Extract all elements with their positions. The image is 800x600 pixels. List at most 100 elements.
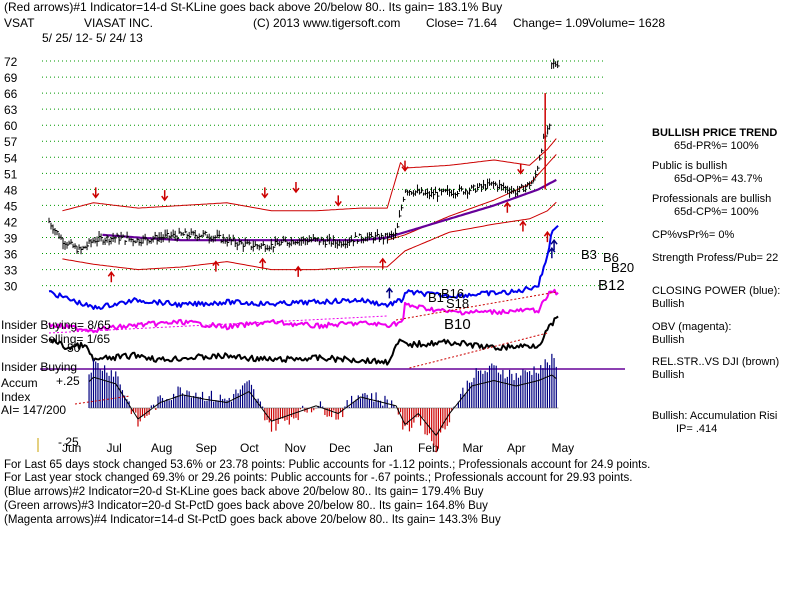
pr-value: 65d-PR%= 100%	[674, 140, 759, 152]
trend-title: BULLISH PRICE TREND	[652, 127, 778, 139]
lower-band-line	[62, 201, 557, 271]
accum-ma-line	[88, 374, 557, 436]
signal-label: B16	[441, 286, 464, 301]
date-range: 5/ 25/ 12- 5/ 24/ 13	[42, 31, 143, 45]
upper-band-line	[62, 138, 557, 212]
ai-zero-label: 50	[67, 341, 81, 355]
y-tick-label: 60	[4, 119, 18, 133]
sell-arrow	[292, 182, 300, 194]
side-cpvspr: CP%vsPr%= 0%	[652, 229, 800, 242]
buy-arrow-blue	[385, 287, 394, 299]
rel-value: Bullish	[652, 369, 685, 381]
buy-arrow-blue	[548, 246, 556, 259]
buy-arrow	[503, 201, 511, 213]
sell-arrow	[401, 160, 409, 172]
footer-line4: (Green arrows)#3 Indicator=20-d St-PctD …	[4, 500, 488, 512]
strength-value: Strength Profess/Pub= 22	[652, 252, 779, 264]
footer-line3: (Blue arrows)#2 Indicator=20-d St-KLine …	[4, 486, 484, 498]
signal-label: B20	[611, 260, 634, 275]
rs-trend	[409, 332, 548, 369]
buy-arrow	[107, 271, 115, 283]
y-tick-label: 42	[4, 215, 18, 229]
signal-label: B6	[603, 250, 619, 265]
x-tick-label: Oct	[240, 441, 259, 455]
ai-high-label: +.25	[56, 374, 80, 388]
signal-b12: B12	[598, 277, 625, 294]
close-value: Close= 71.64	[426, 16, 498, 30]
buy-arrow	[379, 257, 387, 269]
y-tick-label: 36	[4, 248, 18, 262]
cpvspr-value: CP%vsPr%= 0%	[652, 229, 735, 241]
x-tick-label: Apr	[507, 441, 526, 455]
y-tick-label: 45	[4, 199, 18, 213]
volume-value: Volume= 1628	[588, 16, 666, 30]
side-panel: BULLISH PRICE TREND 65d-PR%= 100%	[652, 127, 800, 153]
signal-label: B1	[428, 290, 444, 305]
y-tick-label: 30	[4, 280, 18, 294]
mid-band-line	[387, 154, 557, 241]
signal-label: S18	[446, 296, 469, 311]
ticker: VSAT	[4, 16, 35, 30]
buy-arrow	[543, 230, 551, 243]
signal-b10: B10	[444, 316, 471, 333]
insider-buying-label: Insider Buying= 8/65	[1, 318, 111, 332]
buy-arrow	[294, 265, 302, 277]
sell-arrow	[161, 190, 169, 202]
signal-label: B3	[581, 247, 597, 262]
side-pros: Professionals are bullish 65d-CP%= 100%	[652, 193, 800, 219]
side-closing: CLOSING POWER (blue): Bullish	[652, 285, 800, 311]
accum-trend	[74, 395, 131, 405]
cp-value: 65d-CP%= 100%	[674, 206, 759, 218]
obv-trend	[48, 315, 388, 334]
footer-line1: For Last 65 days stock changed 53.6% or …	[4, 459, 651, 471]
x-tick-label: Jan	[374, 441, 393, 455]
sell-arrow	[334, 195, 342, 207]
sell-arrow	[92, 187, 100, 199]
insider-buying-label-2: Insider Buying	[1, 360, 78, 374]
side-accum: Bullish: Accumulation Risi IP= .414	[652, 410, 800, 436]
obv-value: Bullish	[652, 334, 685, 346]
accum-label: Accum	[1, 376, 38, 390]
obv-line	[48, 288, 559, 334]
buy-arrow	[259, 257, 267, 269]
side-strength: Strength Profess/Pub= 22	[652, 252, 800, 265]
y-tick-label: 39	[4, 232, 18, 246]
closing-value: Bullish	[652, 298, 685, 310]
x-tick-label: Mar	[463, 441, 484, 455]
x-tick-label: Sep	[196, 441, 218, 455]
buy-arrow	[519, 220, 527, 232]
ai-low-label: -.25	[58, 435, 79, 449]
y-tick-label: 57	[4, 135, 18, 149]
sell-arrow	[517, 163, 525, 175]
footer-line5: (Magenta arrows)#4 Indicator=14-d St-Pct…	[4, 514, 501, 526]
insider-selling-label: Insider Selling= 1/65	[1, 332, 111, 346]
x-tick-label: Nov	[285, 441, 306, 455]
x-tick-label: Jul	[107, 441, 122, 455]
sell-arrow	[261, 187, 269, 199]
company-name: VIASAT INC.	[84, 16, 153, 30]
header-line1: (Red arrows)#1 Indicator=14-d St-KLine g…	[4, 0, 503, 14]
obv-trend	[396, 291, 557, 321]
closing-power-line	[48, 224, 559, 310]
buy-arrow-blue	[550, 238, 558, 251]
y-tick-label: 54	[4, 151, 18, 165]
x-tick-label: May	[552, 441, 575, 455]
relative-strength-line	[48, 315, 559, 366]
pros-title: Professionals are bullish	[652, 193, 772, 205]
y-tick-label: 33	[4, 264, 18, 278]
accum-title: Bullish: Accumulation Risi	[652, 410, 778, 422]
public-title: Public is bullish	[652, 160, 728, 172]
x-tick-label: Jun	[62, 441, 81, 455]
footer-line2: For Last year stock changed 69.3% or 29.…	[4, 472, 633, 484]
copyright: (C) 2013 www.tigersoft.com	[253, 16, 401, 30]
rel-title: REL.STR..VS DJI (brown)	[652, 356, 780, 368]
closing-title: CLOSING POWER (blue):	[652, 285, 781, 297]
side-obv: OBV (magenta): Bullish	[652, 321, 800, 347]
op-value: 65d-OP%= 43.7%	[674, 173, 763, 185]
side-public: Public is bullish 65d-OP%= 43.7%	[652, 160, 800, 186]
y-tick-label: 51	[4, 167, 18, 181]
y-tick-label: 72	[4, 55, 18, 69]
side-rel: REL.STR..VS DJI (brown) Bullish	[652, 356, 800, 382]
y-tick-label: 66	[4, 87, 18, 101]
